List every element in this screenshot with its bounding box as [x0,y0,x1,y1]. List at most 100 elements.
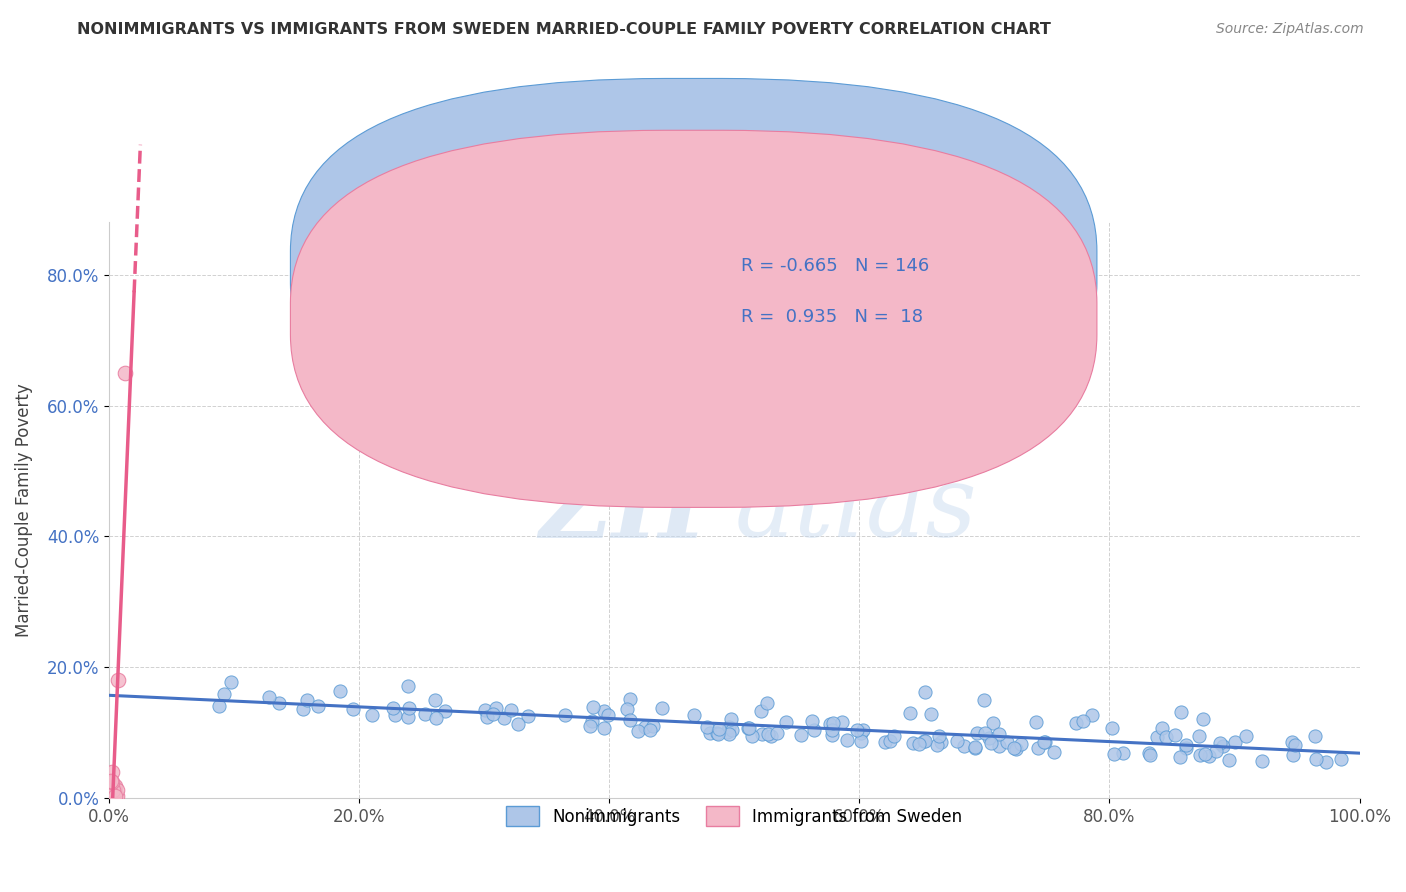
Point [931,735,953,749]
Point [1194,747,1216,761]
Point [699,726,721,740]
Point [100,784,122,798]
Point [980,736,1002,750]
Point [927,738,949,752]
Point [837,733,859,747]
Point [766,725,789,739]
Point [1175,738,1198,752]
Point [875,735,897,749]
Point [582,699,605,714]
Point [997,735,1019,749]
Point [103,782,125,797]
Point [554,708,576,723]
Point [928,729,950,743]
Point [751,726,773,740]
Point [434,704,457,718]
Point [101,764,124,779]
Point [903,736,925,750]
Point [759,729,782,743]
Point [883,729,905,743]
Point [953,739,976,753]
Point [415,706,437,721]
Point [1205,744,1227,758]
Point [100,774,122,789]
Point [643,719,665,733]
Point [1223,735,1246,749]
Point [593,721,616,735]
Point [1002,740,1025,755]
Point [707,727,730,741]
Point [756,726,779,740]
Point [1033,735,1056,749]
Point [721,723,744,737]
Point [821,723,844,737]
Point [818,716,841,731]
Point [1281,734,1303,748]
Point [974,726,997,740]
Point [101,783,124,797]
Point [651,700,673,714]
Point [396,679,419,693]
Text: R = -0.665   N = 146: R = -0.665 N = 146 [741,257,929,275]
Point [718,720,741,734]
Point [578,719,600,733]
Point [1234,729,1257,743]
Point [737,721,759,735]
Point [716,725,738,739]
Point [104,779,127,793]
Point [803,723,825,737]
Point [485,701,508,715]
Point [1025,714,1047,729]
Point [101,783,124,797]
Point [1032,735,1054,749]
Point [104,789,127,803]
Point [482,707,505,722]
Point [508,717,530,731]
Point [1315,756,1337,770]
Point [738,721,761,735]
Point [696,720,718,734]
Point [790,728,813,742]
Point [291,701,314,715]
Point [638,723,661,737]
Text: Source: ZipAtlas.com: Source: ZipAtlas.com [1216,22,1364,37]
Point [707,722,730,736]
Point [361,708,384,723]
Point [912,734,935,748]
Point [329,683,352,698]
Point [1209,736,1232,750]
Point [627,723,650,738]
Point [593,704,616,718]
Point [987,739,1010,754]
Point [492,711,515,725]
Point [1188,729,1211,743]
Text: NONIMMIGRANTS VS IMMIGRANTS FROM SWEDEN MARRIED-COUPLE FAMILY POVERTY CORRELATIO: NONIMMIGRANTS VS IMMIGRANTS FROM SWEDEN … [77,22,1052,37]
Point [384,707,406,722]
Point [756,696,779,710]
FancyBboxPatch shape [634,234,1010,355]
Point [775,714,797,729]
Point [851,725,873,739]
Point [101,775,124,789]
Point [474,703,496,717]
Point [1212,739,1234,753]
Point [581,714,603,728]
Point [966,726,988,740]
Point [398,701,420,715]
Point [107,673,129,688]
Point [821,728,844,742]
Point [1064,715,1087,730]
Point [105,783,128,797]
Point [946,734,969,748]
Point [1218,753,1240,767]
Point [981,715,1004,730]
Point [1146,730,1168,744]
Point [1010,737,1032,751]
Point [908,737,931,751]
Point [1281,747,1303,762]
Point [1154,730,1177,744]
Point [1101,721,1123,735]
Point [103,783,125,797]
Point [914,734,936,748]
Point [879,734,901,748]
